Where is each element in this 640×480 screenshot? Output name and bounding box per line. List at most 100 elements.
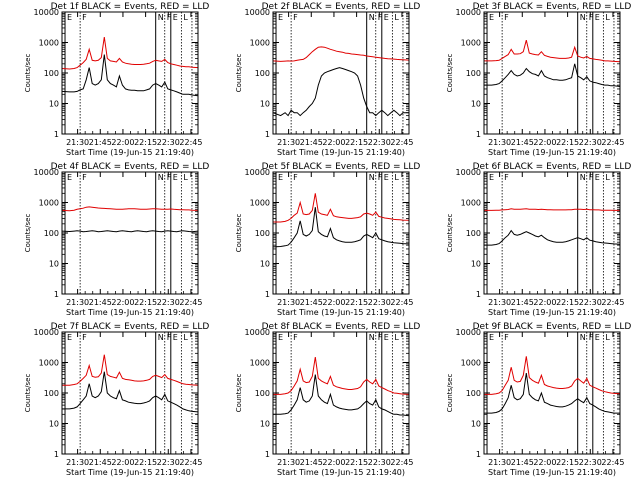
y-tick-label: 100	[466, 229, 481, 238]
x-tick-label: 22:15	[134, 138, 157, 147]
series-events-line	[272, 207, 410, 248]
x-tick-label: 22:00	[533, 138, 556, 147]
y-axis-label: Counts/sec	[235, 374, 243, 413]
x-tick-label: 22:00	[111, 298, 134, 307]
x-tick-label: 22:45	[390, 298, 413, 307]
x-tick-label: 22:15	[556, 458, 579, 467]
y-tick-label: 100	[44, 229, 59, 238]
marker-label: F	[589, 173, 594, 182]
series-events-line	[484, 229, 621, 246]
series-events-line	[484, 63, 621, 87]
y-tick-label: 100	[44, 69, 59, 78]
x-axis-label: Start Time (19-Jun-15 21:19:40)	[277, 468, 405, 477]
x-axis-label: Start Time (19-Jun-15 21:19:40)	[488, 468, 616, 477]
marker-label: F	[293, 173, 298, 182]
y-tick-label: 1	[54, 450, 59, 459]
x-tick-label: 21:45	[511, 458, 534, 467]
marker-label: E	[278, 333, 283, 342]
panel-det-9: Det 9f BLACK = Events, RED = LLD 1 10 100 10…	[446, 322, 631, 477]
marker-label: F	[293, 13, 298, 22]
marker-label: F	[293, 333, 298, 342]
marker-label: N	[580, 333, 586, 342]
marker-label: N	[158, 333, 164, 342]
x-tick-label: 22:45	[390, 458, 413, 467]
x-tick-label: 22:45	[601, 298, 624, 307]
y-axis-label: Counts/sec	[446, 54, 454, 93]
x-tick-label: 22:45	[179, 138, 202, 147]
x-tick-label: 22:15	[134, 458, 157, 467]
y-tick-label: 1	[265, 130, 270, 139]
y-tick-label: 100	[255, 389, 270, 398]
panel-title: Det 1f BLACK = Events, RED = LLD	[51, 2, 210, 12]
marker-label: L	[183, 333, 188, 342]
y-tick-label: 10	[471, 100, 481, 109]
y-tick-label: 10	[260, 420, 270, 429]
y-tick-label: 10000	[456, 328, 481, 337]
x-tick-label: 22:00	[111, 138, 134, 147]
marker-label: N	[369, 173, 375, 182]
marker-label: L	[183, 13, 188, 22]
marker-label: E	[384, 333, 389, 342]
y-axis-label: Counts/sec	[446, 214, 454, 253]
marker-label: L	[394, 173, 399, 182]
series-lld-line	[61, 37, 199, 70]
panel-title: Det 4f BLACK = Events, RED = LLD	[51, 162, 210, 172]
panel-det-2: Det 2f BLACK = Events, RED = LLD 1 10 100 10…	[235, 2, 420, 157]
x-tick-label: 21:45	[89, 138, 112, 147]
x-tick-label: 21:30	[488, 298, 511, 307]
x-tick-label: 22:45	[179, 458, 202, 467]
x-tick-label: 22:00	[533, 298, 556, 307]
y-tick-label: 1000	[39, 199, 59, 208]
x-tick-label: 21:30	[277, 458, 300, 467]
marker-label: E	[489, 333, 494, 342]
y-tick-label: 10	[260, 260, 270, 269]
x-tick-label: 21:45	[300, 298, 323, 307]
marker-label: E	[595, 173, 600, 182]
x-tick-label: 21:30	[66, 458, 89, 467]
panel-title: Det 7f BLACK = Events, RED = LLD	[51, 322, 210, 332]
y-axis-label: Counts/sec	[446, 374, 454, 413]
series-events-line	[61, 54, 199, 97]
marker-label: E	[384, 173, 389, 182]
plot-frame	[483, 331, 621, 455]
marker-label: E	[489, 173, 494, 182]
y-tick-label: 10	[471, 420, 481, 429]
x-tick-label: 22:30	[157, 138, 180, 147]
marker-label: F	[82, 173, 87, 182]
plot-frame	[272, 331, 410, 455]
plot-frame	[61, 171, 199, 295]
marker-label: E	[278, 13, 283, 22]
y-axis-label: Counts/sec	[235, 214, 243, 253]
plot-frame	[483, 171, 621, 295]
marker-label: L	[183, 173, 188, 182]
marker-label: N	[369, 13, 375, 22]
marker-label: F	[504, 13, 509, 22]
marker-label: E	[173, 333, 178, 342]
marker-label: F	[589, 333, 594, 342]
marker-label: F	[589, 13, 594, 22]
x-tick-label: 22:45	[601, 458, 624, 467]
panel-det-6: Det 6f BLACK = Events, RED = LLD 1 10 100 10…	[446, 162, 631, 317]
y-tick-label: 1	[476, 130, 481, 139]
marker-label: E	[384, 13, 389, 22]
y-axis-label: Counts/sec	[24, 214, 32, 253]
y-axis-label: Counts/sec	[24, 54, 32, 93]
y-tick-label: 1000	[250, 359, 270, 368]
series-events-line	[62, 371, 199, 413]
y-tick-label: 1000	[461, 359, 481, 368]
panel-det-4: Det 4f BLACK = Events, RED = LLD 1 10 100 10…	[24, 162, 209, 317]
marker-label: E	[67, 13, 72, 22]
y-tick-label: 10000	[245, 168, 270, 177]
x-tick-label: 22:30	[368, 138, 391, 147]
x-axis-label: Start Time (19-Jun-15 21:19:40)	[66, 468, 194, 477]
y-tick-label: 1	[476, 290, 481, 299]
panel-det-8: Det 8f BLACK = Events, RED = LLD 1 10 100 10…	[235, 322, 420, 477]
marker-label: L	[605, 13, 610, 22]
panel-title: Det 2f BLACK = Events, RED = LLD	[262, 2, 421, 12]
x-tick-label: 22:30	[579, 138, 602, 147]
marker-label: E	[67, 333, 72, 342]
x-tick-label: 22:30	[157, 458, 180, 467]
y-tick-label: 10	[471, 260, 481, 269]
x-tick-label: 22:30	[157, 298, 180, 307]
